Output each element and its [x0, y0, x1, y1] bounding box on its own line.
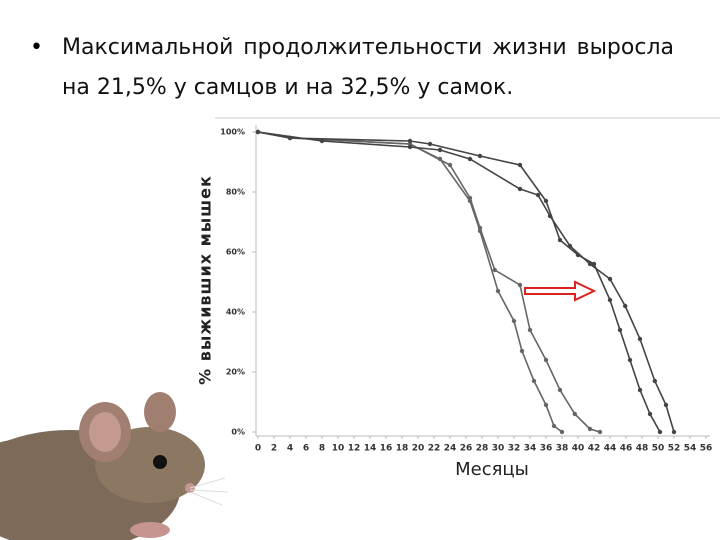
x-axis-label: Месяцы [455, 459, 529, 480]
x-tick-label: 2 [271, 444, 277, 454]
x-tick-label: 42 [588, 444, 601, 454]
y-tick-label: 20% [226, 368, 245, 377]
x-tick-label: 40 [572, 444, 585, 454]
x-tick-label: 22 [428, 444, 441, 454]
data-point [511, 318, 517, 324]
data-point [591, 261, 597, 267]
x-tick-label: 48 [636, 444, 649, 454]
y-tick-label: 100% [220, 128, 245, 137]
x-tick-label: 10 [332, 444, 345, 454]
y-tick-label: 0% [231, 428, 245, 437]
x-tick-label: 6 [303, 444, 309, 454]
x-tick-label: 30 [492, 444, 505, 454]
x-tick-label: 46 [620, 444, 633, 454]
x-tick-label: 50 [652, 444, 665, 454]
x-tick-label: 14 [364, 444, 377, 454]
data-point [519, 348, 525, 354]
data-point [663, 402, 669, 408]
x-tick-label: 32 [508, 444, 521, 454]
arrow-annotation [524, 280, 597, 302]
data-point [427, 141, 433, 147]
y-tick-label: 80% [226, 188, 245, 197]
x-tick-label: 52 [668, 444, 681, 454]
x-tick-label: 34 [524, 444, 537, 454]
x-tick-label: 24 [444, 444, 457, 454]
x-tick-label: 28 [476, 444, 489, 454]
data-point [477, 225, 483, 231]
data-point [567, 243, 573, 249]
x-tick-label: 26 [460, 444, 473, 454]
data-point [543, 357, 549, 363]
data-point [477, 153, 483, 159]
data-point [437, 147, 443, 153]
bullet-mark: • [30, 35, 43, 60]
x-tick-label: 8 [319, 444, 325, 454]
data-point [551, 423, 557, 429]
data-point [671, 429, 677, 435]
survival-line [257, 131, 675, 433]
data-point [407, 144, 413, 150]
data-point [531, 378, 537, 384]
data-point [492, 267, 497, 273]
data-point [623, 303, 628, 309]
x-tick-label: 36 [540, 444, 553, 454]
data-point [407, 138, 413, 144]
data-point [572, 411, 577, 417]
data-point [637, 336, 643, 342]
x-tick-label: 16 [380, 444, 393, 454]
data-point [557, 387, 563, 393]
x-tick-label: 0 [255, 444, 261, 454]
x-tick-label: 44 [604, 444, 617, 454]
x-tick-label: 4 [287, 444, 293, 454]
data-point [543, 198, 549, 204]
survival-line [257, 131, 661, 433]
data-point [547, 213, 553, 219]
y-tick-label: 60% [226, 248, 245, 257]
data-point [447, 162, 453, 168]
data-point [607, 276, 613, 282]
data-point [597, 429, 603, 435]
data-point [535, 192, 541, 198]
data-point [255, 129, 261, 135]
data-point [559, 429, 565, 435]
y-axis-label: % выживших мышек [196, 175, 215, 385]
data-point [495, 288, 501, 294]
x-tick-label: 20 [412, 444, 425, 454]
data-point [617, 327, 623, 333]
y-tick-label: 40% [226, 308, 245, 317]
mouse-photo [0, 392, 229, 540]
data-point [652, 378, 657, 384]
data-point [657, 429, 663, 435]
data-point [467, 156, 473, 162]
data-point [319, 138, 325, 144]
x-tick-label: 54 [684, 444, 697, 454]
x-tick-label: 18 [396, 444, 409, 454]
data-point [647, 411, 653, 417]
x-tick-label: 56 [700, 444, 713, 454]
data-point [467, 195, 473, 201]
x-tick-label: 38 [556, 444, 569, 454]
data-point [587, 426, 593, 432]
data-point [607, 297, 613, 303]
x-tick-label: 12 [348, 444, 361, 454]
data-point [543, 402, 549, 408]
data-point [627, 357, 633, 363]
data-point [587, 261, 593, 267]
data-point [637, 387, 643, 393]
data-point [557, 237, 563, 243]
data-point [517, 162, 523, 168]
data-point [527, 327, 533, 333]
data-point [517, 186, 523, 192]
survival-line [257, 131, 601, 433]
data-point [517, 282, 523, 288]
bullet-text: Максимальной продолжительности жизни выр… [62, 35, 674, 100]
